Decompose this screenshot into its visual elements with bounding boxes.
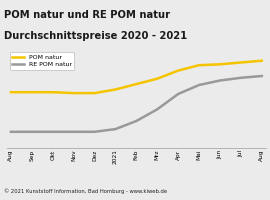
Legend: POM natur, RE POM natur: POM natur, RE POM natur — [10, 52, 74, 70]
Text: © 2021 Kunststoff Information, Bad Homburg - www.kiweb.de: © 2021 Kunststoff Information, Bad Hombu… — [4, 188, 167, 194]
Text: POM natur und RE POM natur: POM natur und RE POM natur — [4, 10, 170, 20]
Text: Durchschnittspreise 2020 - 2021: Durchschnittspreise 2020 - 2021 — [4, 31, 187, 41]
